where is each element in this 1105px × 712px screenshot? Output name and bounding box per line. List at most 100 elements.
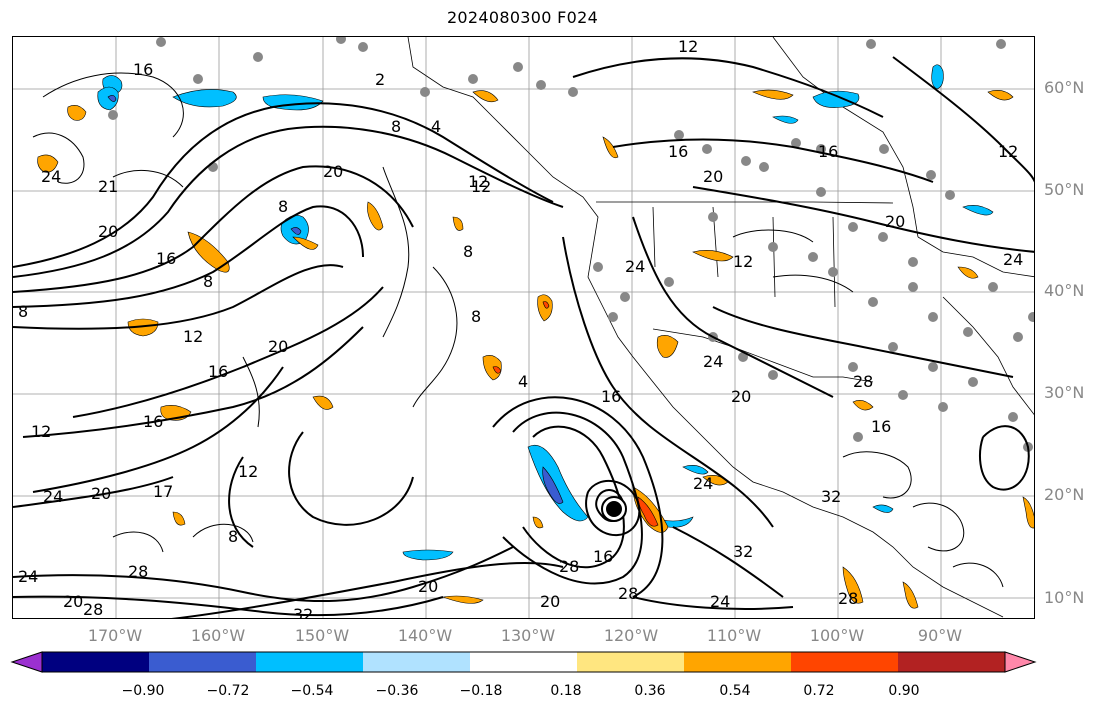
lat-label: 30°N	[1044, 383, 1085, 402]
contour-label: 20	[323, 162, 343, 181]
contour-label: 16	[668, 142, 688, 161]
map-canvas: 12 16 16 2 8 4 20 12 24 21 20 8 8 16 8 1…	[13, 37, 1034, 619]
contour-label: 16	[143, 412, 163, 431]
lon-label: 110°W	[706, 626, 762, 645]
negative-shading	[97, 64, 994, 561]
colorbar-extend-high	[1004, 651, 1037, 673]
contour-label: 16	[593, 547, 613, 566]
contour-labels: 12 16 16 2 8 4 20 12 24 21 20 8 8 16 8 1…	[18, 37, 1023, 619]
colorbar-tick: −0.72	[206, 683, 250, 699]
contour-label: 24	[710, 592, 730, 611]
contour-label: 16	[871, 417, 891, 436]
contour-label: 16	[156, 249, 176, 268]
colorbar-tick: 0.72	[803, 683, 835, 699]
contour-label: 12	[31, 422, 51, 441]
colorbar	[10, 651, 1037, 673]
contour-label: 24	[693, 474, 713, 493]
colorbar-segment	[577, 652, 684, 672]
colorbar-segment	[791, 652, 898, 672]
contour-label: 24	[43, 487, 63, 506]
contour-label: 24	[703, 352, 723, 371]
contour-label: 12	[238, 462, 258, 481]
lon-label: 120°W	[603, 626, 659, 645]
contour-label: 16	[818, 142, 838, 161]
contour-label: 8	[203, 272, 213, 291]
lon-label: 90°W	[917, 626, 963, 645]
contour-label: 8	[18, 302, 28, 321]
contour-label: 8	[463, 242, 473, 261]
contour-label: 12	[468, 172, 488, 191]
contour-label: 8	[391, 117, 401, 136]
colorbar-tick: 0.36	[634, 683, 666, 699]
positive-shading	[37, 89, 1034, 609]
map-panel: 12 16 16 2 8 4 20 12 24 21 20 8 8 16 8 1…	[12, 36, 1035, 619]
graticule	[13, 37, 1034, 618]
colorbar-segment	[470, 652, 577, 672]
contour-label: 28	[853, 372, 873, 391]
contour-label: 32	[293, 605, 313, 619]
contour-label: 16	[208, 362, 228, 381]
contour-label: 24	[1003, 250, 1023, 269]
colorbar-tick: 0.90	[888, 683, 920, 699]
contour-label: 12	[733, 252, 753, 271]
contour-label: 20	[98, 222, 118, 241]
contour-label: 12	[678, 37, 698, 56]
colorbar-tick: 0.54	[719, 683, 751, 699]
contour-label: 28	[559, 557, 579, 576]
coastlines	[407, 37, 1034, 618]
contour-label: 20	[268, 337, 288, 356]
colorbar-segment	[149, 652, 256, 672]
colorbar-segment	[684, 652, 791, 672]
contour-label: 16	[601, 387, 621, 406]
colorbar-segment	[42, 652, 149, 672]
detail-contours	[32, 72, 1004, 588]
contour-label: 24	[625, 257, 645, 276]
lat-label: 10°N	[1044, 588, 1085, 607]
contour-label: 32	[821, 487, 841, 506]
contour-label: 28	[838, 589, 858, 608]
station-dots	[108, 37, 1034, 452]
colorbar-tick: −0.54	[290, 683, 334, 699]
lon-label: 150°W	[294, 626, 350, 645]
lat-label: 20°N	[1044, 485, 1085, 504]
contour-label: 2	[375, 70, 385, 89]
map-title: 2024080300 F024	[446, 8, 599, 27]
contour-label: 20	[885, 212, 905, 231]
colorbar-segment	[363, 652, 470, 672]
lon-label: 140°W	[397, 626, 453, 645]
contour-label: 20	[91, 484, 111, 503]
contour-label: 4	[518, 372, 528, 391]
contour-label: 12	[998, 142, 1018, 161]
colorbar-tick: −0.90	[121, 683, 165, 699]
contour-label: 17	[153, 482, 173, 501]
height-contours	[13, 56, 1034, 618]
contour-label: 24	[18, 567, 38, 586]
colorbar-outline	[41, 651, 1006, 673]
hurricane-center	[601, 496, 627, 522]
contour-label: 28	[83, 600, 103, 619]
contour-label: 8	[228, 527, 238, 546]
colorbar-segment	[256, 652, 363, 672]
colorbar-tick: 0.18	[550, 683, 582, 699]
contour-label: 28	[128, 562, 148, 581]
contour-label: 20	[63, 592, 83, 611]
contour-label: 4	[431, 117, 441, 136]
lon-label: 170°W	[87, 626, 143, 645]
colorbar-extend-low	[10, 651, 43, 673]
contour-label: 32	[733, 542, 753, 561]
lat-label: 40°N	[1044, 281, 1085, 300]
contour-label: 8	[471, 307, 481, 326]
lon-label: 100°W	[809, 626, 865, 645]
contour-label: 20	[418, 577, 438, 596]
contour-label: 12	[471, 177, 491, 196]
contour-label: 16	[133, 60, 153, 79]
contour-label: 12	[183, 327, 203, 346]
contour-label: 8	[278, 197, 288, 216]
colorbar-tick: −0.18	[459, 683, 503, 699]
colorbar-tick: −0.36	[375, 683, 419, 699]
contour-label: 20	[731, 387, 751, 406]
lat-label: 50°N	[1044, 180, 1085, 199]
lon-label: 130°W	[500, 626, 556, 645]
contour-label: 20	[703, 167, 723, 186]
lat-label: 60°N	[1044, 78, 1085, 97]
